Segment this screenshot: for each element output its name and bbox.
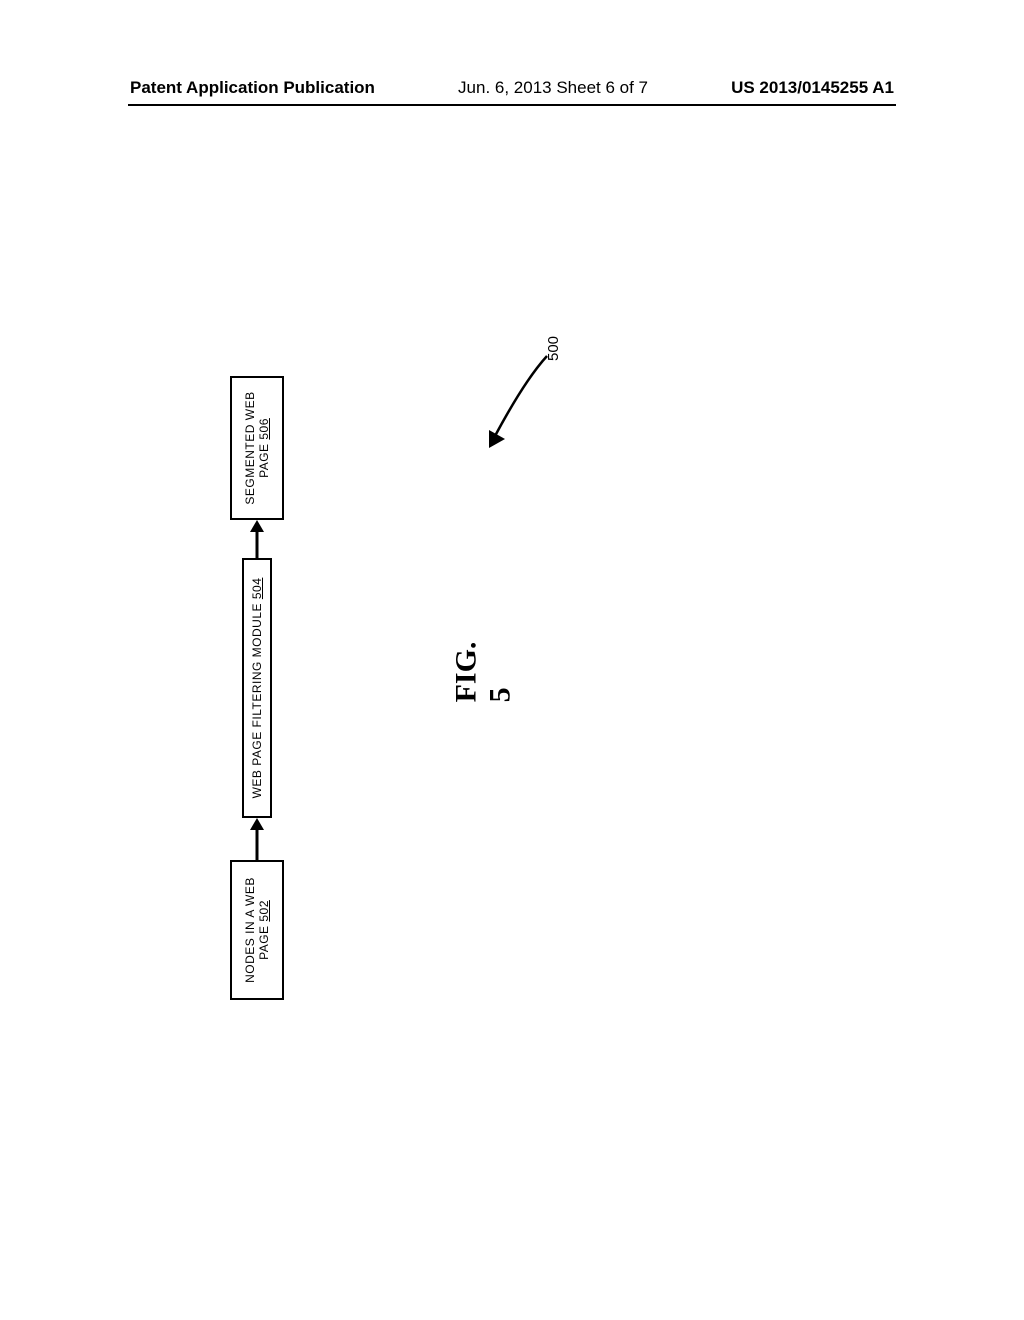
node-label-line2: PAGE 506 bbox=[257, 418, 271, 478]
header-patent-number: US 2013/0145255 A1 bbox=[731, 78, 894, 98]
header-publication: Patent Application Publication bbox=[130, 78, 375, 98]
page-header: Patent Application Publication Jun. 6, 2… bbox=[0, 78, 1024, 98]
node-label: SEGMENTED WEB bbox=[243, 391, 257, 504]
arrow-1 bbox=[247, 818, 267, 862]
node-ref: 504 bbox=[250, 578, 264, 600]
node-web-page-filtering-module: WEB PAGE FILTERING MODULE 504 bbox=[242, 558, 272, 818]
node-label-line2: PAGE 502 bbox=[257, 900, 271, 960]
figure-label: FIG. 5 bbox=[449, 642, 517, 703]
node-label: WEB PAGE FILTERING MODULE 504 bbox=[250, 578, 264, 799]
node-label: NODES IN A WEB bbox=[243, 877, 257, 983]
curved-pointer-arrow bbox=[465, 350, 565, 470]
figure-ref-500: 500 bbox=[545, 336, 562, 361]
node-segmented-web-page: SEGMENTED WEB PAGE 506 bbox=[230, 376, 284, 520]
arrow-2 bbox=[247, 520, 267, 560]
node-nodes-in-web-page: NODES IN A WEB PAGE 502 bbox=[230, 860, 284, 1000]
header-rule bbox=[128, 104, 896, 106]
node-ref: 502 bbox=[257, 900, 271, 922]
header-date-sheet: Jun. 6, 2013 Sheet 6 of 7 bbox=[458, 78, 648, 98]
node-ref: 506 bbox=[257, 418, 271, 440]
